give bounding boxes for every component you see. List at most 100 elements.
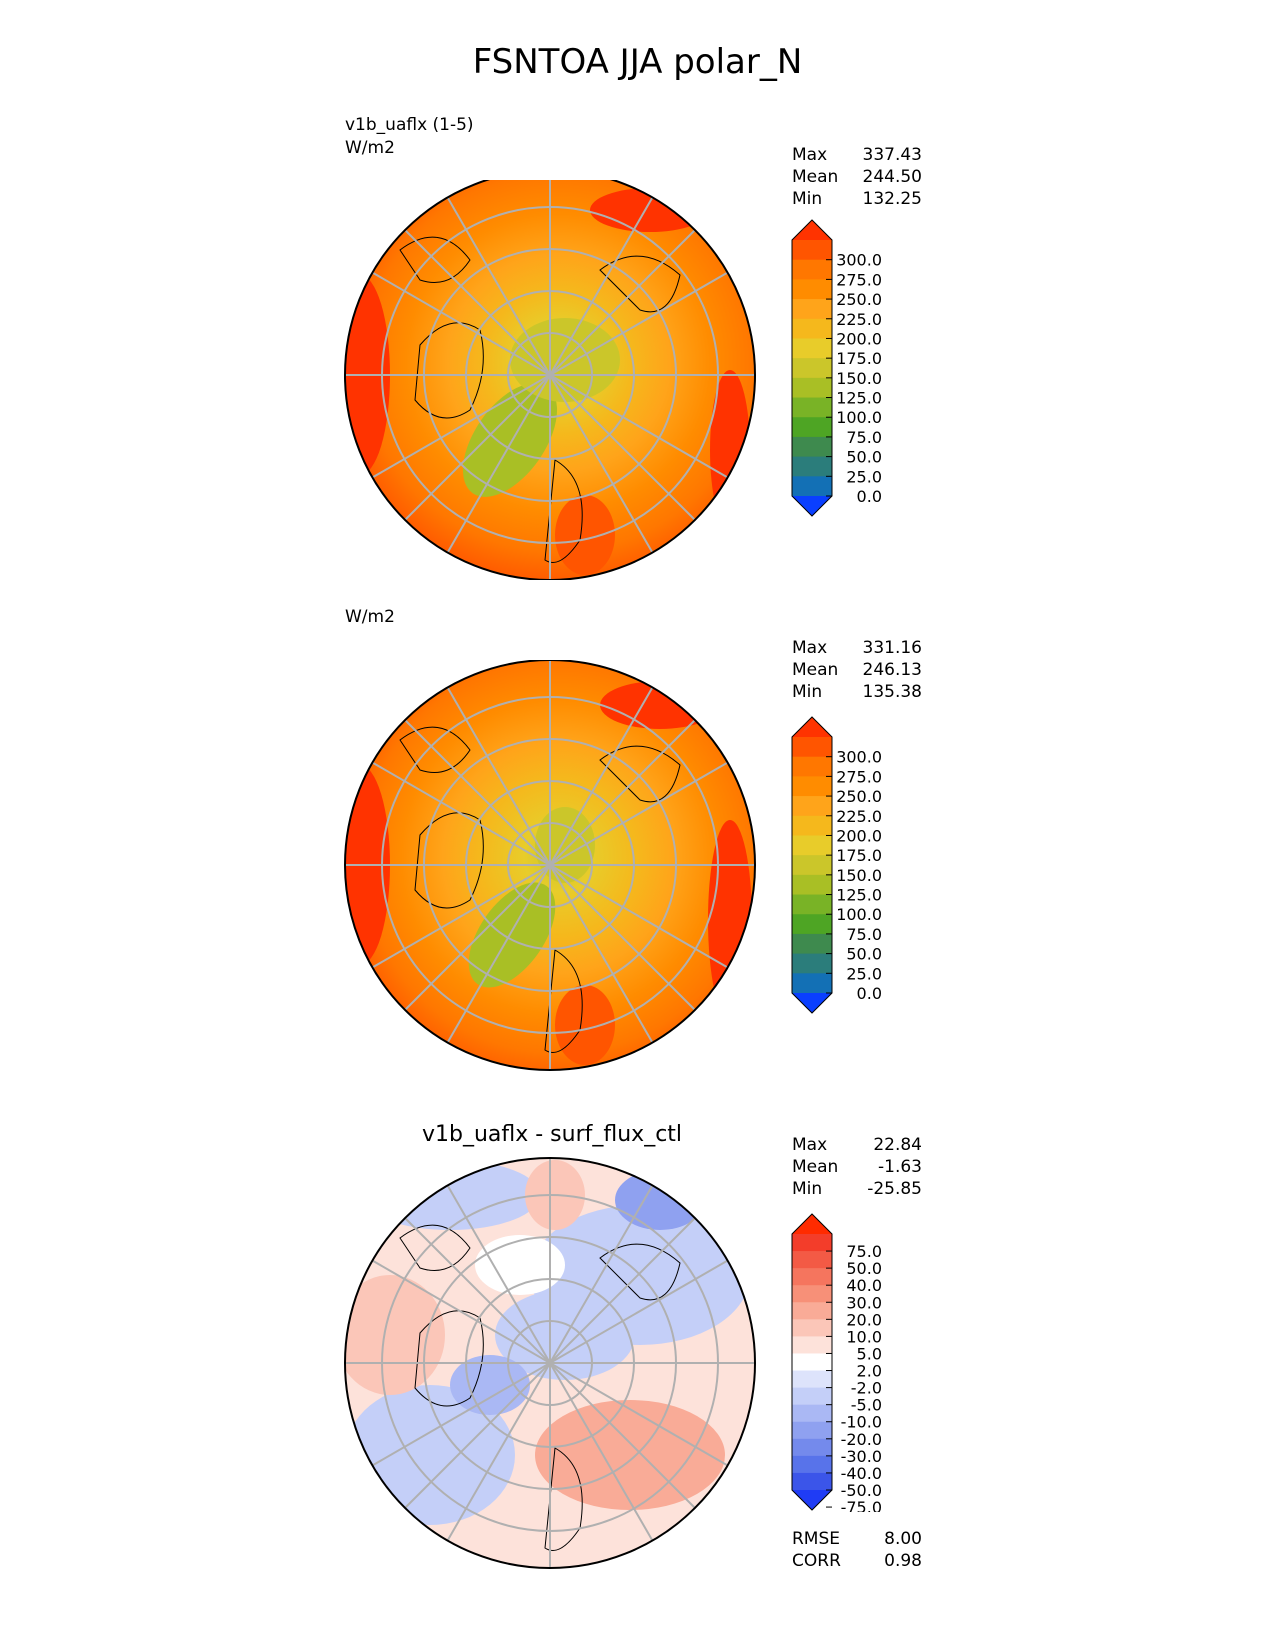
- colorbar-tick-label: 225.0: [836, 807, 882, 826]
- colorbar-swatch: [792, 1251, 832, 1269]
- colorbar-swatch: [792, 1319, 832, 1337]
- colorbar-tick-label: 125.0: [836, 886, 882, 905]
- map-high-region: [708, 820, 752, 1020]
- panel-3-title: v1b_uaflx - surf_flux_ctl: [421, 1122, 683, 1147]
- panel-3-metrics: RMSE 8.00 CORR 0.98: [792, 1528, 922, 1572]
- map-boundary: [344, 180, 756, 580]
- colorbar-tick-label: 30.0: [846, 1293, 882, 1312]
- metric-value: 8.00: [884, 1529, 922, 1549]
- map-boundary: [344, 1157, 756, 1569]
- metric-label: RMSE: [792, 1529, 841, 1549]
- colorbar-swatch: [792, 240, 832, 261]
- panel-2-stats: Max 331.16 Mean 246.13 Min 135.38: [792, 637, 922, 703]
- colorbar-swatch: [792, 1353, 832, 1372]
- colorbar-tick-label: 200.0: [836, 826, 882, 845]
- stat-label: Max: [792, 1135, 828, 1155]
- colorbar-swatch: [792, 1404, 832, 1423]
- colorbar-tick-label: 175.0: [836, 846, 882, 865]
- colorbar-swatch: [792, 456, 832, 477]
- colorbar-tick-label: 0.0: [857, 984, 882, 1003]
- map-graticule: [345, 180, 755, 580]
- stat-min: Min -25.85: [792, 1178, 922, 1200]
- colorbar-tick-label: 150.0: [836, 866, 882, 885]
- colorbar-swatch: [792, 815, 832, 836]
- colorbar-swatch: [792, 953, 832, 974]
- panel-2-units: W/m2: [345, 607, 395, 627]
- colorbar-tick-label: 250.0: [836, 787, 882, 806]
- stat-label: Min: [792, 189, 823, 209]
- colorbar-swatch: [792, 476, 832, 497]
- map-negative-region: [450, 1355, 530, 1415]
- colorbar-tick-label: 175.0: [836, 349, 882, 368]
- colorbar-swatch: [792, 737, 832, 758]
- colorbar-tick-label: 40.0: [846, 1276, 882, 1295]
- map-high-region: [590, 188, 710, 232]
- colorbar-swatch: [792, 318, 832, 339]
- map-high-region: [600, 681, 720, 729]
- colorbar-swatch: [792, 417, 832, 438]
- colorbar-tick-label: 300.0: [836, 748, 882, 767]
- stat-value: 246.13: [862, 660, 922, 680]
- colorbar-tick-label: -75.0: [841, 1498, 882, 1512]
- stat-min: Min 132.25: [792, 188, 922, 210]
- map-high-region: [555, 495, 615, 575]
- colorbar-swatch: [792, 279, 832, 300]
- panel-1-colorbar: 300.0275.0250.0225.0200.0175.0150.0125.0…: [791, 219, 882, 517]
- colorbar-tick-label: 75.0: [846, 428, 882, 447]
- panel-1-label: v1b_uaflx (1-5) W/m2: [345, 114, 474, 160]
- stat-label: Mean: [792, 167, 839, 187]
- colorbar-swatch: [792, 1387, 832, 1406]
- colorbar-tick-label: 2.0: [857, 1362, 882, 1381]
- map-negative-region: [360, 1160, 540, 1230]
- stat-label: Max: [792, 638, 828, 658]
- colorbar-swatch: [792, 756, 832, 777]
- stat-value: 337.43: [862, 145, 922, 165]
- stat-label: Min: [792, 1179, 823, 1199]
- stat-value: 244.50: [862, 167, 922, 187]
- colorbar-swatch: [792, 776, 832, 797]
- stat-max: Max 337.43: [792, 144, 922, 166]
- colorbar-tick-label: 25.0: [846, 467, 882, 486]
- panel-2-label: W/m2: [345, 606, 395, 629]
- colorbar-swatch: [792, 338, 832, 359]
- colorbar-swatch: [792, 358, 832, 379]
- panel-1-stats: Max 337.43 Mean 244.50 Min 132.25: [792, 144, 922, 210]
- stat-value: 331.16: [862, 638, 922, 658]
- stat-value: 132.25: [862, 189, 922, 209]
- colorbar-tick-label: -5.0: [851, 1396, 882, 1415]
- colorbar-tick-label: 5.0: [857, 1344, 882, 1363]
- stat-label: Mean: [792, 660, 839, 680]
- colorbar-tick-label: 20.0: [846, 1310, 882, 1329]
- colorbar-tick-label: 75.0: [846, 925, 882, 944]
- stat-mean: Mean -1.63: [792, 1156, 922, 1178]
- colorbar-tick-label: -30.0: [841, 1447, 882, 1466]
- colorbar-extend-max: [792, 717, 832, 737]
- map-graticule: [345, 1158, 755, 1568]
- panel-3-colorbar: 75.050.040.030.020.010.05.02.0-2.0-5.0-1…: [791, 1213, 882, 1512]
- colorbar-swatch: [792, 1438, 832, 1457]
- colorbar-swatch: [792, 1268, 832, 1286]
- colorbar-tick-label: 75.0: [846, 1242, 882, 1261]
- map-high-region: [555, 985, 615, 1065]
- colorbar-swatch: [792, 436, 832, 458]
- colorbar-extend-min: [792, 1490, 832, 1510]
- colorbar-tick-label: 25.0: [846, 964, 882, 983]
- colorbar-swatch: [792, 835, 832, 856]
- colorbar-extend-max: [792, 1214, 832, 1234]
- colorbar-tick-label: -50.0: [841, 1481, 882, 1500]
- colorbar-swatch: [792, 1421, 832, 1440]
- colorbar-swatch: [792, 1370, 832, 1389]
- colorbar-tick-label: -20.0: [841, 1430, 882, 1449]
- colorbar-extend-min: [792, 993, 832, 1013]
- stat-label: Max: [792, 145, 828, 165]
- stat-mean: Mean 244.50: [792, 166, 922, 188]
- panel-1-units: W/m2: [345, 138, 395, 158]
- colorbar-tick-label: 275.0: [836, 767, 882, 786]
- colorbar-swatch: [792, 299, 832, 320]
- colorbar-swatch: [792, 933, 832, 955]
- colorbar-tick-label: -40.0: [841, 1464, 882, 1483]
- colorbar-tick-label: 225.0: [836, 310, 882, 329]
- colorbar-tick-label: 50.0: [846, 945, 882, 964]
- colorbar-tick-label: 200.0: [836, 329, 882, 348]
- panel-2-colorbar: 300.0275.0250.0225.0200.0175.0150.0125.0…: [791, 716, 882, 1014]
